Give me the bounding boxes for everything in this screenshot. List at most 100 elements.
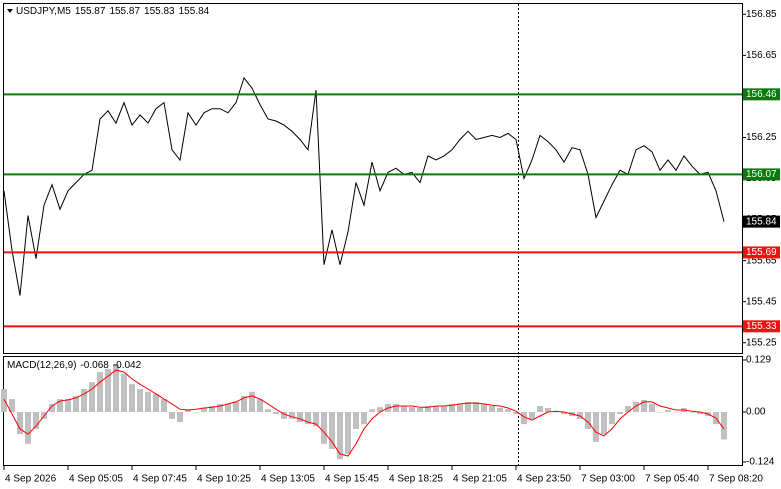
macd-bar <box>657 412 663 413</box>
x-tick-label: 4 Sep 10:25 <box>197 474 251 485</box>
macd-bar <box>441 405 447 413</box>
macd-bar <box>89 382 95 413</box>
x-tick-label: 4 Sep 2026 <box>5 474 57 485</box>
y-tick-label: -0.124 <box>746 457 775 468</box>
macd-bar <box>81 389 87 413</box>
macd-bar <box>553 412 559 413</box>
macd-bar <box>57 399 63 413</box>
signal-line <box>3 369 725 457</box>
macd-value: -0.068 <box>80 360 109 371</box>
macd-bar <box>217 403 223 413</box>
ohlc-close: 155.84 <box>179 6 210 17</box>
macd-bar <box>561 412 567 415</box>
x-tick-label: 4 Sep 18:25 <box>389 474 443 485</box>
macd-bar <box>297 412 303 423</box>
x-tick-label: 4 Sep 21:05 <box>453 474 507 485</box>
macd-bar <box>353 412 359 429</box>
macd-bar <box>377 407 383 413</box>
macd-bar <box>489 405 495 413</box>
macd-bar <box>633 401 639 413</box>
menu-arrow <box>7 9 13 13</box>
y-tick-label: 156.25 <box>746 132 777 143</box>
macd-bar <box>193 412 199 413</box>
macd-bar <box>697 412 703 415</box>
y-tick-label: 0.129 <box>746 355 771 366</box>
macd-bar <box>113 364 119 413</box>
macd-bar <box>649 403 655 413</box>
macd-bar <box>137 389 143 413</box>
ohlc-low: 155.83 <box>144 6 175 17</box>
level-label: 155.33 <box>746 321 777 332</box>
ohlc-open: 155.87 <box>75 6 106 17</box>
macd-bar <box>457 403 463 413</box>
x-tick-label: 7 Sep 08:20 <box>709 474 763 485</box>
macd-bar <box>105 368 111 413</box>
macd-bar <box>209 405 215 413</box>
macd-bar <box>577 412 583 419</box>
level-box <box>743 88 780 101</box>
macd-bar <box>177 412 183 423</box>
level-label: 156.07 <box>746 169 777 180</box>
macd-bar <box>9 399 15 413</box>
macd-bar <box>257 399 263 413</box>
macd-bar <box>345 412 351 454</box>
macd-bar <box>225 403 231 413</box>
symbol: USDJPY,M5 <box>16 6 71 17</box>
macd-bar <box>497 407 503 413</box>
level-box <box>743 246 780 259</box>
macd-bar <box>265 409 271 413</box>
macd-bar <box>689 412 695 413</box>
x-tick-label: 4 Sep 13:05 <box>261 474 315 485</box>
macd-bar <box>721 412 727 440</box>
macd-bar <box>673 412 679 413</box>
macd-bar <box>625 405 631 413</box>
x-tick-label: 4 Sep 15:45 <box>325 474 379 485</box>
macd-bar <box>593 412 599 442</box>
macd-bar <box>393 403 399 413</box>
macd-bar <box>329 412 335 450</box>
macd-bar <box>585 412 591 429</box>
y-tick-label: 155.45 <box>746 296 777 307</box>
macd-bar <box>641 399 647 413</box>
macd-bar <box>601 412 607 435</box>
macd-bar <box>97 372 103 413</box>
macd-bar <box>361 412 367 425</box>
y-tick-label: 0.00 <box>746 407 766 418</box>
macd-bar <box>545 407 551 413</box>
macd-bar <box>521 412 527 425</box>
macd-bar <box>1 389 7 413</box>
macd-bar <box>17 412 23 435</box>
level-label: 156.46 <box>746 89 777 100</box>
macd-bar <box>305 412 311 425</box>
macd-header: MACD(12,26,9) -0.068 -0.042 <box>7 360 142 371</box>
macd-bar <box>473 401 479 413</box>
macd-bar <box>289 412 295 419</box>
macd-bar <box>73 395 79 413</box>
macd-bar <box>49 403 55 413</box>
macd-bar <box>161 399 167 413</box>
y-tick-label: 156.85 <box>746 9 777 20</box>
macd-bar <box>425 405 431 413</box>
macd-bar <box>273 412 279 415</box>
macd-bar <box>169 412 175 419</box>
x-tick-label: 7 Sep 03:00 <box>581 474 635 485</box>
macd-bar <box>505 409 511 413</box>
y-tick-label: 155.25 <box>746 337 777 348</box>
macd-bar <box>513 412 519 415</box>
last-price-box <box>743 215 780 228</box>
macd-bar <box>65 399 71 413</box>
macd-bar <box>465 401 471 413</box>
x-tick-label: 4 Sep 05:05 <box>69 474 123 485</box>
macd-bar <box>537 405 543 413</box>
macd-bar <box>313 412 319 427</box>
macd-bar <box>233 401 239 413</box>
x-tick-label: 4 Sep 07:45 <box>133 474 187 485</box>
level-box <box>743 168 780 181</box>
price-line <box>3 76 725 296</box>
ohlc-high: 155.87 <box>109 6 140 17</box>
macd-bar <box>145 391 151 413</box>
macd-bar <box>337 412 343 460</box>
